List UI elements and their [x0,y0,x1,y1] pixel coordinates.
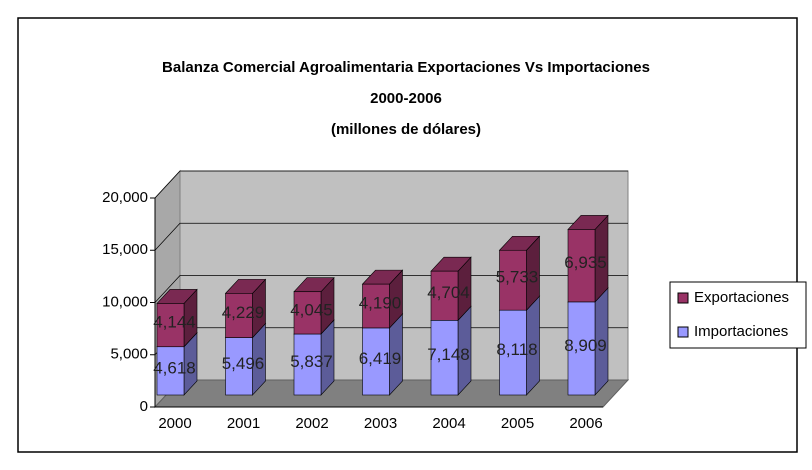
bar [156,303,185,348]
grid-line [154,275,628,303]
value-label: 6,419 [359,349,402,368]
legend-label: Exportaciones [694,289,789,306]
x-tick-label: 2006 [569,415,602,432]
y-tick-label: 0 [140,398,148,415]
chart-title: (millones de dólares) [331,121,481,138]
value-label: 4,144 [153,313,196,332]
x-tick-label: 2002 [295,415,328,432]
bar [225,293,253,338]
value-label: 4,618 [153,358,196,377]
grid-line [154,170,628,199]
value-label: 8,909 [564,336,607,355]
chart-title: Balanza Comercial Agroalimentaria Export… [162,59,650,76]
x-tick-label: 2005 [501,415,534,432]
value-label: 5,837 [290,352,333,371]
value-label: 4,045 [290,300,333,319]
value-label: 5,496 [222,354,265,373]
value-label: 4,704 [427,283,470,302]
legend-label: Importaciones [694,323,788,340]
y-tick-label: 10,000 [102,293,148,310]
value-label: 7,148 [427,345,470,364]
value-label: 8,118 [496,340,537,359]
legend-swatch [677,292,689,304]
y-tick-label: 5,000 [110,346,148,363]
value-label: 6,935 [564,253,607,272]
legend-swatch [677,326,689,338]
legend-box [669,281,807,349]
bar [499,249,527,311]
bar [430,270,459,321]
bar [567,301,596,396]
bar [430,320,459,396]
bar [499,309,527,396]
bar [293,333,322,396]
bar [362,283,390,329]
bar [567,229,596,303]
bar [225,337,253,396]
value-label: 5,733 [496,268,539,287]
y-tick-label: 20,000 [102,189,148,206]
grid-line [154,222,628,251]
chart-title: 2000-2006 [370,90,442,107]
bar [293,291,322,335]
bar [362,327,390,396]
value-label: 4,190 [359,294,402,313]
x-tick-label: 2000 [158,415,191,432]
x-tick-label: 2001 [227,415,260,432]
x-tick-label: 2004 [432,415,465,432]
value-label: 4,229 [222,303,265,322]
bar [156,346,185,396]
x-tick-label: 2003 [364,415,397,432]
y-tick-label: 15,000 [102,241,148,258]
